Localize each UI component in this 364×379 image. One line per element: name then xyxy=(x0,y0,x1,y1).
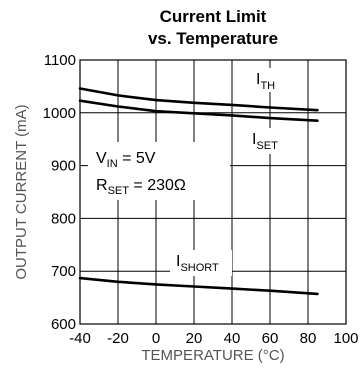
series-line-set xyxy=(78,99,319,122)
x-axis-label: TEMPERATURE (°C) xyxy=(141,347,284,364)
x-tick-label: -40 xyxy=(69,330,91,347)
rset-main: R xyxy=(96,177,108,194)
x-tick-label: 20 xyxy=(186,330,203,347)
iset-sub: SET xyxy=(256,140,278,152)
rset-condition: RSET = 230Ω xyxy=(96,177,186,197)
vin-rest: = 5V xyxy=(118,150,156,167)
iset-label-background xyxy=(246,128,292,154)
x-tick-label: 40 xyxy=(224,330,241,347)
x-tick-label: 80 xyxy=(300,330,317,347)
y-tick-label: 600 xyxy=(51,316,76,333)
series-lines xyxy=(78,87,319,296)
series-label-iset: ISET xyxy=(246,128,292,154)
ishort-label-background xyxy=(170,250,232,276)
y-tick-label: 800 xyxy=(51,210,76,227)
y-tick-label: 1100 xyxy=(44,52,76,69)
y-tick-label: 900 xyxy=(51,158,76,175)
x-tick-label: 0 xyxy=(152,330,160,347)
series-label-ishort: ISHORT xyxy=(170,250,232,276)
ith-label: ITH xyxy=(256,71,275,92)
vin-sub: IN xyxy=(107,158,118,170)
x-tick-label: -20 xyxy=(107,330,129,347)
y-tick-label: 700 xyxy=(51,263,76,280)
ith-sub: TH xyxy=(260,80,275,92)
series-line-short xyxy=(78,276,319,296)
y-tick-label: 1000 xyxy=(43,105,76,122)
tick-labels: -40 -20 0 20 40 60 80 100 600 700 800 900 1000 1100 xyxy=(43,52,359,347)
series-label-ith: ITH xyxy=(250,68,284,92)
plot-frame xyxy=(79,59,347,325)
x-tick-label: 100 xyxy=(333,330,358,347)
rset-rest: = 230Ω xyxy=(129,177,186,194)
conditions-box: VIN = 5V RSET = 230Ω xyxy=(88,142,230,200)
ishort-label: ISHORT xyxy=(176,253,219,274)
y-axis-label: OUTPUT CURRENT (mA) xyxy=(13,104,30,279)
conditions-background xyxy=(88,142,230,200)
series-line-th xyxy=(78,87,319,112)
iset-label: ISET xyxy=(252,131,278,152)
chart-title-line-2: vs. Temperature xyxy=(148,29,278,48)
ith-label-background xyxy=(250,68,284,92)
chart-title-line-1: Current Limit xyxy=(160,7,267,26)
ishort-main: I xyxy=(176,253,180,270)
ishort-sub: SHORT xyxy=(180,262,219,274)
vin-main: V xyxy=(96,150,107,167)
rset-sub: SET xyxy=(108,185,130,197)
ith-main: I xyxy=(256,71,260,88)
vin-condition: VIN = 5V xyxy=(96,150,156,170)
x-tick-label: 60 xyxy=(262,330,279,347)
iset-main: I xyxy=(252,131,256,148)
